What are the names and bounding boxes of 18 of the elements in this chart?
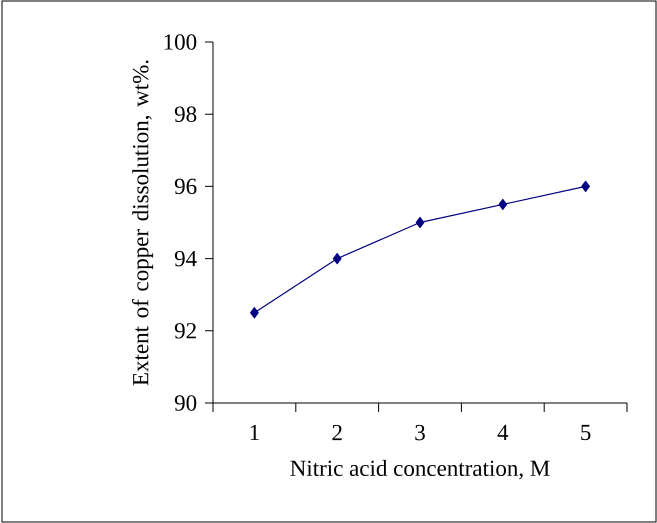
y-tick-label: 100 xyxy=(164,34,196,50)
y-tick-label: 90 xyxy=(174,395,196,411)
point xyxy=(416,216,424,228)
x-tick-label: 3 xyxy=(415,424,425,440)
point xyxy=(498,198,508,210)
y-tick-label: 92 xyxy=(174,323,196,339)
point xyxy=(250,307,259,318)
point xyxy=(332,253,342,264)
x-tick-label: 4 xyxy=(498,424,508,440)
x-axis-title: Nitric acid concentration, M xyxy=(290,460,550,480)
y-tick-label: 98 xyxy=(174,106,196,122)
x-tick-label: 1 xyxy=(250,424,259,440)
y-tick-label: 96 xyxy=(174,178,196,194)
y-axis-title: Extent of copper dissolution, wt%. xyxy=(132,60,154,386)
x-tick-label: 5 xyxy=(581,424,590,440)
x-tick-label: 2 xyxy=(332,424,342,440)
y-tick-label: 94 xyxy=(174,250,197,266)
point xyxy=(581,180,590,192)
